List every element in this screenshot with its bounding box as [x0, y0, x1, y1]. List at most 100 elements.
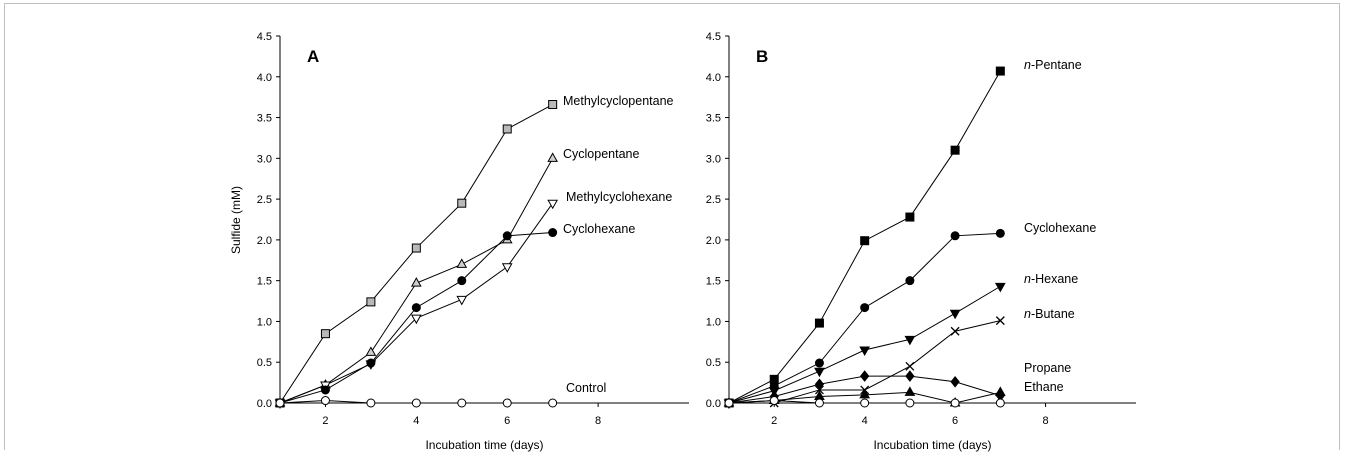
data-point — [860, 370, 870, 382]
data-point — [411, 398, 421, 408]
data-point — [995, 228, 1005, 238]
y-tick-label: 4.5 — [706, 31, 721, 43]
y-axis-label: Sulfide (mM) — [229, 186, 243, 254]
figure-frame — [4, 3, 1340, 450]
series-label: Cyclohexane — [563, 222, 635, 236]
x-tick-label: 4 — [413, 415, 419, 427]
data-point — [456, 295, 468, 306]
x-axis-label: Incubation time (days) — [425, 438, 543, 452]
x-tick-label: 6 — [952, 415, 958, 427]
data-point — [456, 258, 468, 268]
data-point — [502, 231, 512, 241]
data-point — [950, 326, 960, 336]
y-tick-label: 2.0 — [257, 235, 272, 247]
data-point — [905, 276, 915, 286]
data-point — [950, 398, 960, 408]
x-tick-label: 4 — [862, 415, 868, 427]
series-methylcyclopentane: Methylcyclopentane — [275, 94, 674, 408]
series- — [724, 396, 1005, 408]
series-cyclopentane: Cyclopentane — [274, 147, 639, 407]
data-point — [547, 199, 559, 210]
chart-panel-a: 0.0 0.5 1.0 1.5 2.0 2.5 3.0 3.5 4.0 4.5 2 4 6 8 Incuba… — [229, 31, 689, 452]
y-tick-label: 3.0 — [706, 153, 721, 165]
data-point — [860, 236, 870, 246]
data-point — [365, 346, 377, 356]
series-line — [279, 104, 553, 404]
y-tick-label: 0.5 — [706, 357, 721, 369]
data-point — [814, 398, 824, 408]
data-point — [950, 145, 960, 155]
data-point — [275, 398, 285, 408]
data-point — [502, 124, 512, 134]
series-label: n-Pentane — [1024, 58, 1082, 72]
data-point — [320, 385, 330, 395]
series-label: Cyclopentane — [563, 147, 639, 161]
y-tick-label: 4.0 — [257, 72, 272, 84]
series-label: Propane — [1024, 361, 1071, 375]
series-cyclohexane: Cyclohexane — [724, 221, 1096, 408]
data-point — [410, 277, 422, 287]
y-tick-label: 2.5 — [706, 194, 721, 206]
data-point — [548, 100, 558, 110]
x-tick-label: 2 — [771, 415, 777, 427]
panel-label: A — [307, 47, 319, 66]
data-point — [995, 316, 1005, 326]
y-tick-label: 1.5 — [257, 276, 272, 288]
data-point — [994, 282, 1006, 293]
x-tick-label: 8 — [1042, 415, 1048, 427]
series-label: Methylcyclohexane — [566, 190, 672, 204]
data-point — [411, 303, 421, 313]
data-point — [949, 309, 961, 320]
series-label: Ethane — [1024, 380, 1064, 394]
data-point — [904, 335, 916, 346]
data-point — [905, 212, 915, 222]
chart-panel-b: 0.0 0.5 1.0 1.5 2.0 2.5 3.0 3.5 4.0 4.5 2 4 6 8 Incuba… — [706, 31, 1136, 452]
series-control: Control — [275, 381, 606, 408]
y-tick-label: 0.0 — [706, 398, 721, 410]
data-point — [995, 66, 1005, 76]
data-point — [366, 297, 376, 307]
data-point — [547, 152, 559, 162]
data-point — [320, 396, 330, 406]
data-point — [411, 243, 421, 253]
data-point — [366, 398, 376, 408]
series-n-butane: n-Butane — [724, 307, 1075, 408]
y-tick-label: 3.0 — [257, 153, 272, 165]
y-tick-label: 2.5 — [257, 194, 272, 206]
data-point — [859, 346, 871, 357]
data-point — [859, 388, 871, 399]
data-point — [814, 378, 825, 391]
data-point — [366, 358, 376, 368]
data-point — [548, 398, 558, 408]
x-tick-label: 6 — [504, 415, 510, 427]
y-tick-label: 2.0 — [706, 235, 721, 247]
data-point — [320, 329, 330, 339]
data-point — [860, 303, 870, 313]
data-point — [769, 396, 779, 406]
x-tick-label: 2 — [322, 415, 328, 427]
y-tick-label: 1.0 — [257, 316, 272, 328]
data-point — [904, 386, 916, 396]
data-point — [814, 358, 824, 368]
data-point — [950, 375, 960, 388]
series-label: n-Hexane — [1024, 272, 1078, 286]
data-point — [814, 367, 825, 378]
y-tick-label: 0.0 — [257, 398, 272, 410]
y-tick-label: 3.5 — [257, 113, 272, 125]
data-point — [905, 398, 915, 408]
data-point — [457, 198, 467, 208]
series-label: n-Butane — [1024, 307, 1075, 321]
data-point — [860, 398, 870, 408]
series-n-pentane: n-Pentane — [724, 58, 1082, 408]
data-point — [501, 263, 513, 273]
y-tick-label: 3.5 — [706, 113, 721, 125]
series-label: Cyclohexane — [1024, 221, 1096, 235]
data-point — [905, 370, 915, 382]
x-axis-label: Incubation time (days) — [873, 438, 991, 452]
data-point — [548, 228, 558, 238]
data-point — [457, 276, 467, 286]
y-tick-label: 4.0 — [706, 72, 721, 84]
y-tick-label: 1.5 — [706, 276, 721, 288]
y-tick-label: 4.5 — [257, 31, 272, 43]
